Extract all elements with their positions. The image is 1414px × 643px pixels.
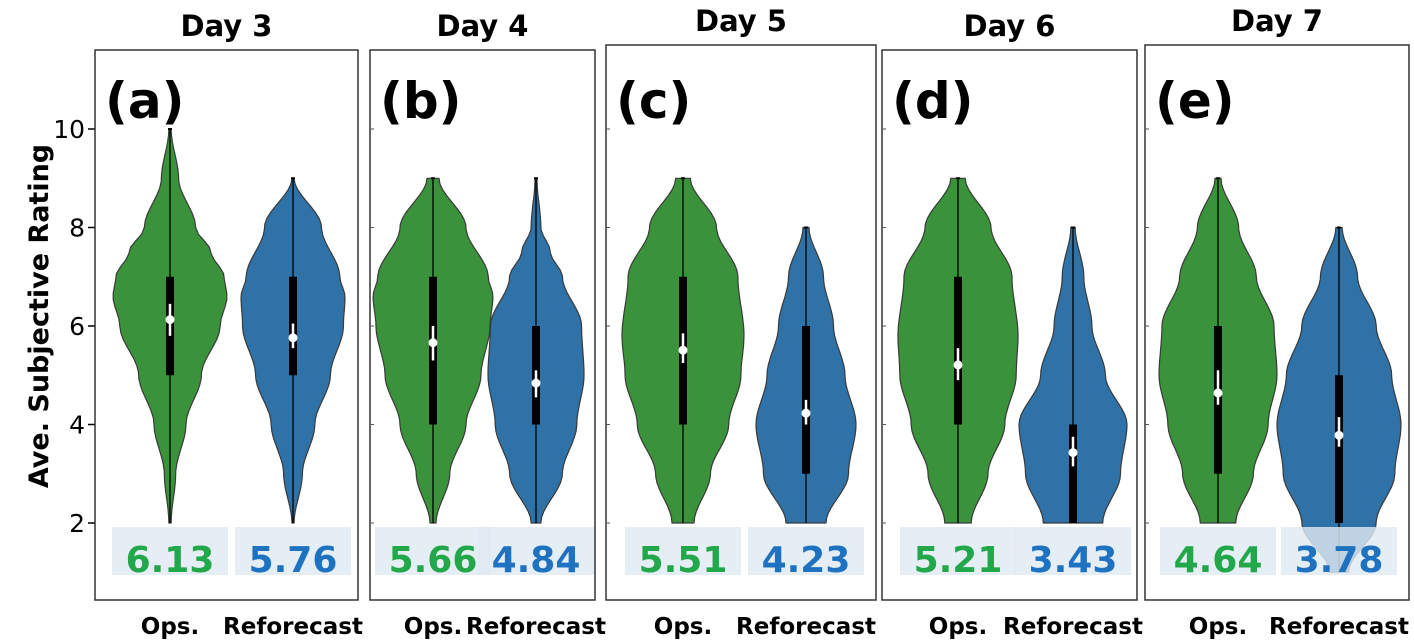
- panel-2: Day 4 (b) 5.66 Ops. 4.84 Reforecast: [369, 9, 606, 640]
- mean-value-label: 5.21: [914, 540, 1003, 581]
- mean-value-label: 5.76: [249, 540, 338, 581]
- x-tick-label: Reforecast: [736, 614, 876, 640]
- mean-value-label: 4.84: [492, 540, 581, 581]
- y-tick-label: 10: [53, 115, 85, 144]
- x-tick-label: Ops.: [1189, 614, 1247, 640]
- panel-title: Day 5: [695, 4, 787, 38]
- panel-1: Day 3 (a) 6.13 Ops. 5.76 Reforecast: [94, 9, 363, 640]
- panel-3: Day 5(c) 5.51 Ops. 4.23 Reforecast: [605, 4, 877, 640]
- mean-label-shade: [1160, 527, 1276, 575]
- mean-label-shade: [235, 527, 351, 575]
- panel-label: (c): [616, 72, 691, 130]
- violin-reforecast: 5.76: [235, 177, 351, 581]
- mean-value-label: 6.13: [126, 540, 215, 581]
- y-tick-label: 6: [69, 312, 85, 341]
- panel-label: (e): [1155, 72, 1235, 130]
- x-tick-label: Reforecast: [223, 614, 363, 640]
- violin-iqr-box: [1335, 375, 1343, 523]
- panel-frame: [881, 49, 1138, 601]
- mean-label-shade: [478, 527, 594, 575]
- mean-label-shade: [112, 527, 228, 575]
- violin-ops: 4.64: [1158, 177, 1278, 581]
- y-tick-label: 2: [69, 509, 85, 538]
- violin-ops: 5.21: [897, 177, 1019, 581]
- violin-reforecast: 3.78: [1276, 226, 1402, 581]
- panel-4: Day 6 (d) 5.21 Ops. 3.43 Reforecast: [881, 9, 1143, 640]
- violin-reforecast: 4.23: [748, 226, 864, 581]
- x-tick-label: Reforecast: [466, 614, 606, 640]
- panel-title: Day 3: [181, 9, 273, 43]
- violin-median-dot: [531, 378, 541, 388]
- mean-value-label: 4.64: [1174, 540, 1263, 581]
- x-tick-label: Reforecast: [1269, 614, 1409, 640]
- violin-median-dot: [1213, 388, 1223, 398]
- panel-frame: [369, 49, 596, 601]
- x-tick-label: Ops.: [141, 614, 199, 640]
- violin-reforecast: 4.84: [478, 177, 594, 581]
- mean-label-shade: [1281, 527, 1397, 575]
- mean-value-label: 3.43: [1029, 540, 1118, 581]
- panel-label: (d): [892, 72, 974, 130]
- mean-value-label: 4.23: [762, 540, 851, 581]
- panel-frame: [605, 44, 877, 601]
- mean-value-label: 3.78: [1295, 540, 1384, 581]
- violin-reforecast: 3.43: [1015, 226, 1131, 581]
- mean-label-shade: [748, 527, 864, 575]
- panel-frame: [1144, 44, 1410, 601]
- violin-median-dot: [1068, 448, 1078, 458]
- panel-5: Day 7 (e) 4.64 Ops. 3.78 Reforecast: [1144, 4, 1410, 640]
- panel-label: (b): [380, 72, 462, 130]
- violin-ops: 6.13: [112, 128, 228, 581]
- x-tick-label: Ops.: [929, 614, 987, 640]
- panel-frame: [94, 49, 359, 601]
- mean-label-shade: [375, 527, 491, 575]
- panel-label: (a): [105, 72, 184, 130]
- panel-title: Day 7: [1231, 4, 1323, 38]
- panel-title: Day 6: [964, 9, 1056, 43]
- violin-ops: 5.66: [372, 177, 494, 581]
- violin-median-dot: [953, 360, 963, 370]
- mean-label-shade: [625, 527, 741, 575]
- violin-median-dot: [678, 345, 688, 355]
- violin-median-dot: [288, 333, 298, 343]
- violin-median-dot: [165, 315, 175, 325]
- mean-label-shade: [900, 527, 1016, 575]
- violin-ops: 5.51: [621, 177, 745, 581]
- violin-iqr-box: [1069, 424, 1077, 523]
- violin-median-dot: [428, 338, 438, 348]
- mean-value-label: 5.66: [389, 540, 478, 581]
- x-tick-label: Reforecast: [1003, 614, 1143, 640]
- y-tick-label: 4: [69, 411, 85, 440]
- panel-title: Day 4: [437, 9, 529, 43]
- x-tick-label: Ops.: [654, 614, 712, 640]
- violin-median-dot: [801, 408, 811, 418]
- violin-median-dot: [1334, 430, 1344, 440]
- y-axis-label: Ave. Subjective Rating: [24, 144, 55, 488]
- x-tick-label: Ops.: [404, 614, 462, 640]
- mean-label-shade: [1015, 527, 1131, 575]
- mean-value-label: 5.51: [639, 540, 728, 581]
- y-tick-label: 8: [69, 214, 85, 243]
